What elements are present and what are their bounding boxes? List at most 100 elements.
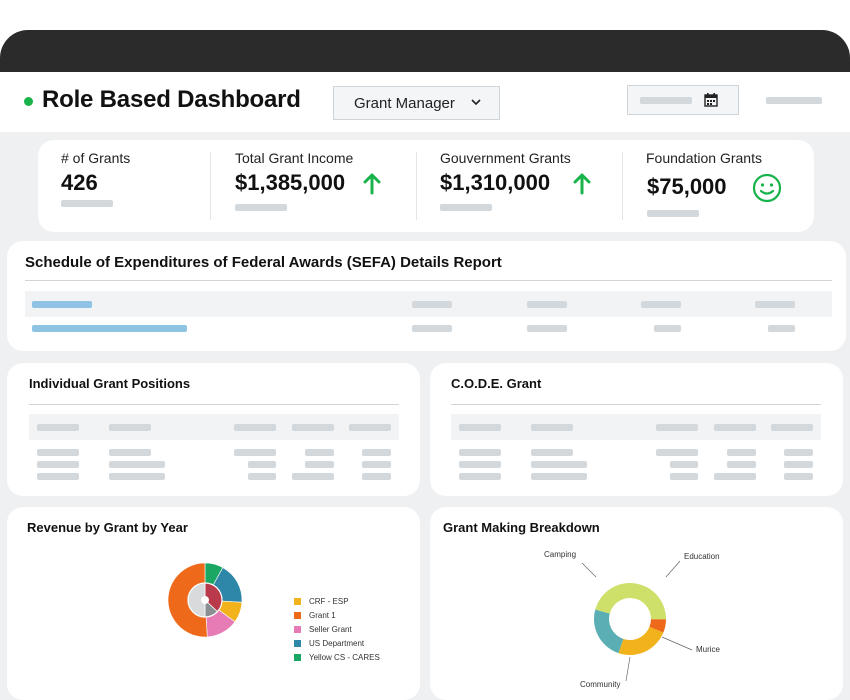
table-cell xyxy=(292,473,334,480)
stat-placeholder xyxy=(61,200,113,207)
legend-label: Seller Grant xyxy=(309,625,352,634)
individual-positions-card: Individual Grant Positions xyxy=(7,363,420,496)
table-cell xyxy=(670,461,698,468)
user-menu-placeholder[interactable] xyxy=(766,97,822,104)
table-cell xyxy=(727,461,756,468)
breakdown-chart-card: Grant Making Breakdown Camping Education M… xyxy=(430,507,843,700)
revenue-pie-chart xyxy=(167,562,243,638)
legend-label: Yellow CS - CARES xyxy=(309,653,380,662)
table-cell xyxy=(459,449,501,456)
table-header-cell xyxy=(656,424,698,431)
table-header-row xyxy=(29,414,399,440)
stat-grants-count: # of Grants 426 xyxy=(38,140,210,232)
table-cell xyxy=(234,449,276,456)
donut-slice-community[interactable] xyxy=(594,609,624,654)
callout-line xyxy=(661,636,693,651)
table-cell xyxy=(531,473,587,480)
window-titlebar xyxy=(0,30,850,72)
table-header-cell xyxy=(109,424,151,431)
callout-line xyxy=(581,562,597,578)
code-grant-card: C.O.D.E. Grant xyxy=(430,363,843,496)
table-cell xyxy=(305,449,334,456)
legend-swatch xyxy=(294,640,301,647)
table-cell xyxy=(37,461,79,468)
legend-label: CRF - ESP xyxy=(309,597,349,606)
table-cell xyxy=(670,473,698,480)
table-cell xyxy=(248,461,276,468)
stat-divider xyxy=(622,152,623,220)
donut-slice-camping[interactable] xyxy=(595,583,666,620)
callout-line xyxy=(665,560,681,578)
callout-label: Education xyxy=(684,552,720,561)
table-header-cell xyxy=(771,424,813,431)
table-cell xyxy=(527,325,567,332)
table-cell xyxy=(654,325,681,332)
pie-ring-divider xyxy=(187,582,223,618)
app-window: Role Based Dashboard Grant Manager # of … xyxy=(0,30,850,700)
legend-swatch xyxy=(294,612,301,619)
role-select[interactable]: Grant Manager xyxy=(333,86,500,120)
stat-government-grants: Gouvernment Grants $1,310,000 xyxy=(416,140,622,232)
stats-card: # of Grants 426 Total Grant Income $1,38… xyxy=(38,140,814,232)
table-header-cell xyxy=(755,301,795,308)
date-placeholder xyxy=(640,97,692,104)
title-divider xyxy=(25,280,832,281)
stat-value: $1,385,000 xyxy=(235,170,346,195)
stat-label: Gouvernment Grants xyxy=(440,150,571,166)
table-header-cell xyxy=(412,301,452,308)
table-cell xyxy=(109,461,165,468)
report-link[interactable] xyxy=(32,301,92,308)
calendar-icon xyxy=(704,93,718,107)
date-picker[interactable] xyxy=(627,85,739,115)
title-divider xyxy=(29,404,399,405)
stat-placeholder xyxy=(440,204,492,211)
section-title: Schedule of Expenditures of Federal Awar… xyxy=(25,254,502,271)
table-header-cell xyxy=(37,424,79,431)
legend-item[interactable]: CRF - ESP xyxy=(294,597,349,606)
legend-label: US Department xyxy=(309,639,365,648)
table-cell xyxy=(459,473,501,480)
table-header-cell xyxy=(531,424,573,431)
revenue-chart-card: Revenue by Grant by Year CRF - ESP Grant … xyxy=(7,507,420,700)
section-title: Individual Grant Positions xyxy=(29,376,191,391)
legend-swatch xyxy=(294,654,301,661)
table-cell xyxy=(305,461,334,468)
table-header-cell xyxy=(714,424,756,431)
stat-placeholder xyxy=(235,204,287,211)
page-title: Role Based Dashboard xyxy=(42,86,301,113)
legend-item[interactable]: Seller Grant xyxy=(294,625,352,634)
role-select-value: Grant Manager xyxy=(354,94,455,112)
donut-slice-education[interactable] xyxy=(649,619,666,633)
table-header-cell xyxy=(292,424,334,431)
report-link[interactable] xyxy=(32,325,187,332)
section-title: C.O.D.E. Grant xyxy=(451,376,542,391)
arrow-up-icon xyxy=(363,173,381,195)
table-cell xyxy=(362,449,391,456)
legend-swatch xyxy=(294,598,301,605)
legend-label: Grant 1 xyxy=(309,611,336,620)
stat-foundation-grants: Foundation Grants $75,000 xyxy=(622,140,814,232)
title-divider xyxy=(451,404,821,405)
table-cell xyxy=(531,449,573,456)
table-cell xyxy=(459,461,501,468)
legend-item[interactable]: Grant 1 xyxy=(294,611,336,620)
table-cell xyxy=(531,461,587,468)
table-cell xyxy=(362,461,391,468)
stat-divider xyxy=(210,152,211,220)
legend-item[interactable]: Yellow CS - CARES xyxy=(294,653,380,662)
smiley-icon xyxy=(752,173,782,203)
arrow-up-icon xyxy=(573,173,591,195)
table-cell xyxy=(37,449,79,456)
legend-swatch xyxy=(294,626,301,633)
legend-item[interactable]: US Department xyxy=(294,639,364,648)
table-cell xyxy=(37,473,79,480)
table-header-cell xyxy=(349,424,391,431)
stat-label: # of Grants xyxy=(61,150,131,166)
pie-center xyxy=(201,596,209,604)
status-dot-icon xyxy=(24,97,33,106)
table-header-cell xyxy=(641,301,681,308)
callout-label: Murice xyxy=(696,645,721,654)
table-cell xyxy=(109,473,165,480)
donut-slice-murice[interactable] xyxy=(618,626,664,655)
table-cell xyxy=(784,473,813,480)
